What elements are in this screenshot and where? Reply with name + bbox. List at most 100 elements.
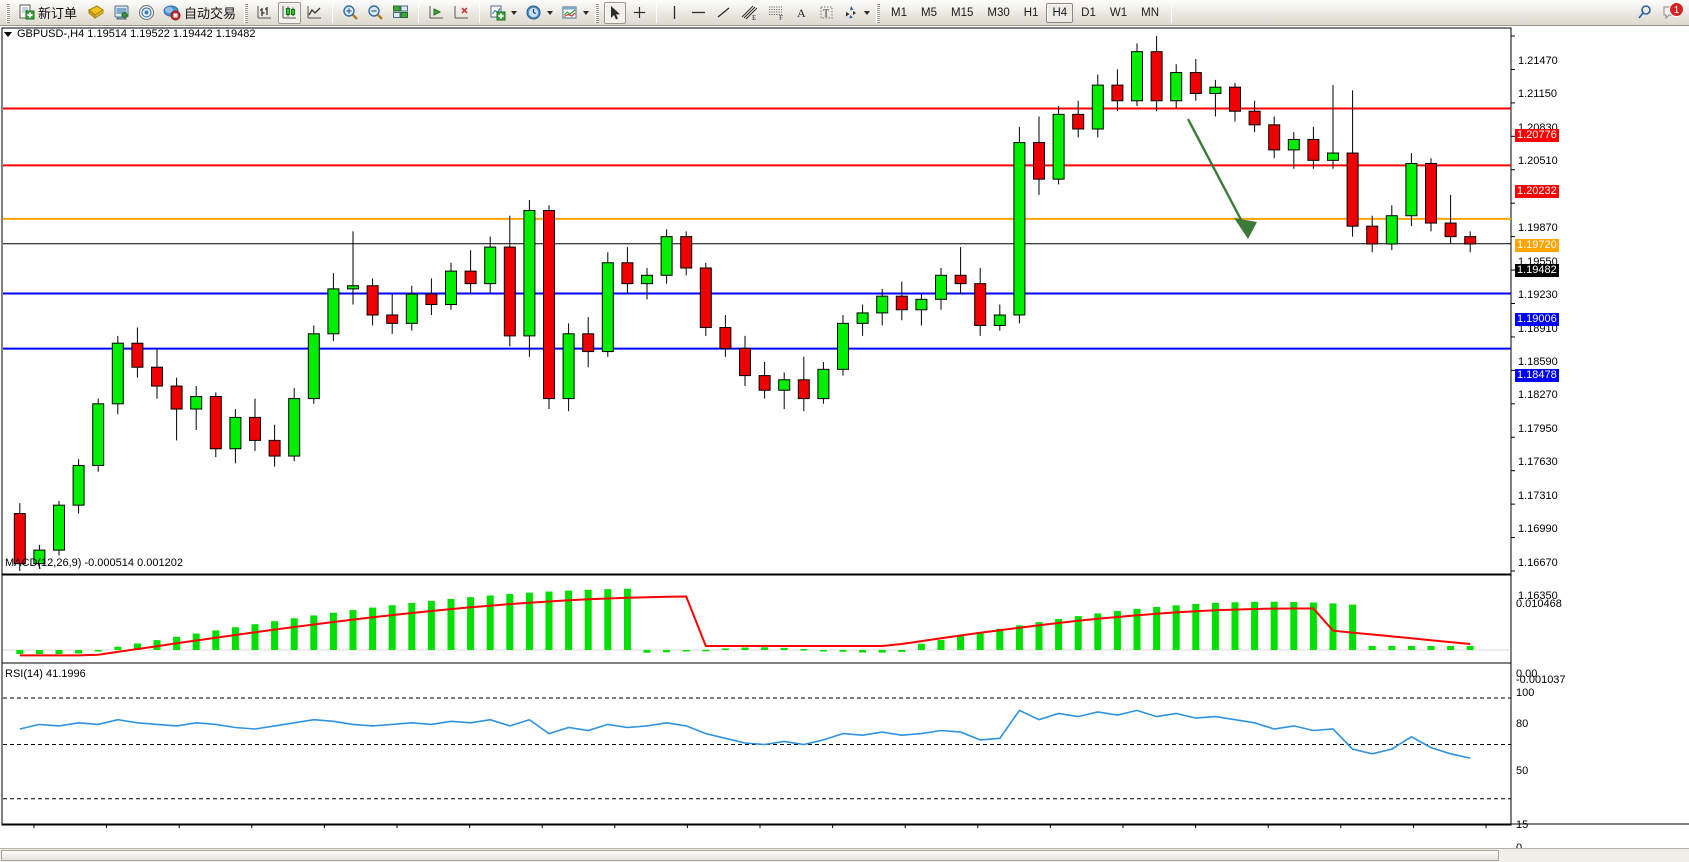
price-tick-label: 1.18270 [1518, 389, 1558, 402]
timeframe-button-h4[interactable]: H4 [1046, 2, 1074, 23]
templates-icon-button[interactable] [84, 2, 108, 24]
vertical-line-tool-button[interactable] [663, 2, 685, 24]
scrollbar-thumb[interactable] [1, 850, 1499, 861]
crosshair-tool-button[interactable] [628, 2, 650, 24]
zoom-out-icon-button[interactable] [364, 2, 387, 24]
candle [503, 215, 516, 347]
candle [719, 314, 732, 357]
candle [1033, 116, 1045, 195]
macd-histogram-bar [1074, 616, 1082, 650]
candle [621, 247, 634, 295]
price-tag-support-line: 1.19006 [1515, 313, 1559, 327]
zoom-in-icon-button[interactable] [339, 2, 362, 24]
candle [797, 356, 810, 412]
text-tool-button[interactable]: A [791, 2, 813, 24]
candle [366, 278, 379, 326]
chevron-down-icon[interactable] [864, 10, 871, 15]
macd-histogram-bar [506, 594, 514, 650]
templates-dropdown-button[interactable] [558, 2, 592, 24]
candle [915, 294, 928, 326]
candle [523, 200, 536, 357]
timeframe-button-mn[interactable]: MN [1141, 6, 1159, 19]
candle [1327, 85, 1339, 169]
candle [935, 267, 947, 310]
chart-header: GBPUSD-,H4 1.19514 1.19522 1.19442 1.194… [4, 28, 256, 40]
candlestick-chart-icon-button[interactable] [278, 1, 302, 24]
search-icon-button[interactable] [1633, 2, 1656, 24]
trend-arrow-annotation[interactable] [1186, 118, 1257, 239]
chart-area[interactable]: GBPUSD-,H4 1.19514 1.19522 1.19442 1.194… [0, 26, 1689, 862]
equidistant-channel-tool-button[interactable]: E [737, 2, 762, 24]
candle [1131, 43, 1143, 107]
main-toolbar: 新订单 [0, 0, 1689, 26]
horizontal-scrollbar[interactable] [0, 848, 1689, 862]
macd-histogram-bar [349, 610, 357, 650]
fibonacci-tool-button[interactable]: F [764, 2, 789, 24]
macd-signal-line [19, 595, 1471, 657]
arrows-dropdown-button[interactable] [839, 2, 873, 24]
market-watch-icon-button[interactable] [135, 2, 158, 24]
macd-histogram-bar [1368, 645, 1376, 650]
toolbar-grip-3[interactable] [595, 2, 600, 23]
candle [170, 377, 183, 441]
macd-histogram-bar [1153, 606, 1161, 650]
rsi-scale-label: 80 [1516, 718, 1529, 730]
candle [464, 250, 477, 295]
chart-menu-triangle-icon[interactable] [4, 31, 12, 37]
chart-canvas[interactable] [0, 26, 1689, 862]
timeframe-button-d1[interactable]: D1 [1081, 6, 1096, 19]
candle [699, 262, 712, 336]
toolbar-grip-1[interactable] [6, 2, 10, 23]
timeframe-button-m15[interactable]: M15 [951, 6, 974, 19]
candle [1072, 100, 1085, 138]
chevron-down-icon[interactable] [511, 10, 518, 15]
text-label-tool-button[interactable]: T [815, 2, 837, 24]
macd-histogram-bar [1094, 613, 1102, 650]
cursor-tool-button[interactable] [604, 1, 627, 24]
terminal-icon-button[interactable] [110, 2, 133, 24]
bar-chart-icon-button[interactable] [253, 2, 276, 24]
macd-histogram-bar [35, 650, 43, 655]
new-order-button[interactable]: 新订单 [15, 2, 82, 24]
auto-trading-button[interactable]: 自动交易 [160, 2, 241, 24]
candle [758, 362, 771, 399]
chevron-down-icon[interactable] [583, 10, 590, 15]
timeframe-button-w1[interactable]: W1 [1109, 6, 1128, 19]
candle [151, 348, 163, 399]
periodicity-icon-button[interactable] [522, 2, 556, 24]
candle [1150, 36, 1163, 112]
toolbar-separator-1 [332, 2, 334, 23]
trendline-tool-button[interactable] [712, 2, 735, 24]
toolbar-separator-5 [1171, 2, 1172, 23]
macd-histogram-bar [1172, 605, 1180, 650]
macd-histogram-bar [310, 615, 318, 650]
macd-histogram-bar [1349, 604, 1357, 650]
rsi-scale-label: 100 [1516, 687, 1535, 699]
toolbar-grip-4[interactable] [876, 2, 881, 23]
svg-text:A: A [797, 6, 806, 20]
candle [1091, 74, 1104, 138]
timeframe-button-m5[interactable]: M5 [921, 6, 937, 19]
shift-chart-icon-button[interactable] [425, 2, 448, 24]
line-chart-icon-button[interactable] [303, 2, 326, 24]
macd-histogram-bar [1290, 601, 1298, 650]
macd-histogram-bar [133, 643, 141, 650]
indicators-icon-button[interactable] [486, 2, 520, 24]
macd-histogram-bar [212, 630, 220, 650]
macd-histogram-bar [957, 636, 965, 650]
macd-histogram-bar [1407, 645, 1415, 650]
chevron-down-icon[interactable] [547, 10, 554, 15]
timeframe-button-h1[interactable]: H1 [1023, 6, 1039, 19]
candle [641, 267, 653, 300]
candle [837, 314, 849, 376]
macd-histogram-bar [1192, 603, 1200, 650]
toolbar-grip-2[interactable] [244, 2, 249, 23]
tile-windows-icon-button[interactable] [389, 2, 412, 24]
timeframe-button-m30[interactable]: M30 [987, 6, 1010, 19]
auto-scroll-icon-button[interactable] [450, 2, 473, 24]
horizontal-line-tool-button[interactable] [687, 2, 710, 24]
timeframe-button-m1[interactable]: M1 [891, 6, 908, 19]
macd-histogram-bar [545, 591, 553, 650]
messages-icon-button[interactable]: 1 [1658, 1, 1684, 24]
candle [131, 327, 144, 378]
